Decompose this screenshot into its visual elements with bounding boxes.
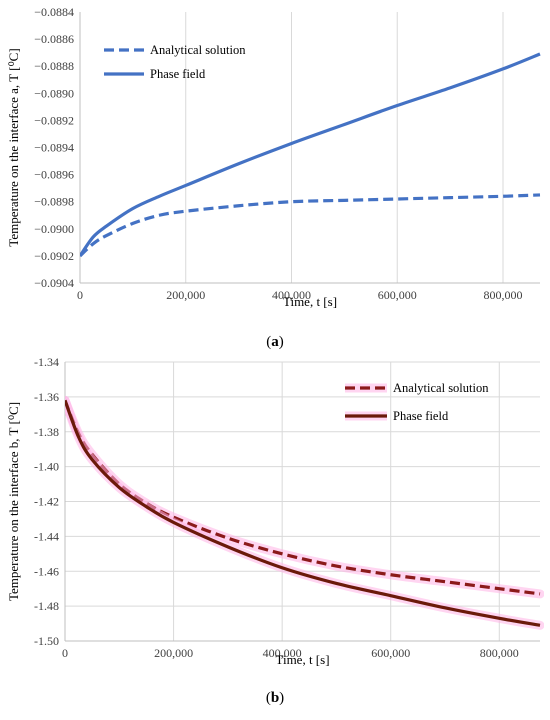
chart-a-y-tick-label: −0.0904 [34,276,74,290]
chart-a-y-axis-label: Temperature on the interface a, T [⁰C] [6,48,21,246]
chart-a-y-tick-label: −0.0898 [34,195,74,209]
chart-b-legend-label: Analytical solution [393,381,489,395]
chart-a-x-tick-label: 0 [77,288,83,302]
chart-a-y-tick-label: −0.0902 [34,249,74,263]
chart-a-legend-label: Analytical solution [150,43,246,57]
chart-a-y-tick-label: −0.0890 [34,86,74,100]
chart-a-y-tick-label: −0.0888 [34,59,74,73]
chart-panel-a: −0.0884 −0.0886 −0.0888 −0.0890 −0.0892 −0.08… [6,5,541,350]
chart-a-x-axis-label: Time, t [s] [283,294,337,309]
chart-b-y-tick-label: -1.40 [34,460,59,474]
chart-b-y-tick-label: -1.34 [34,355,59,369]
chart-a-y-tick-label: −0.0884 [34,5,74,19]
chart-a-caption: (a) [266,334,284,350]
chart-b-x-tick-label: 800,000 [480,646,519,660]
chart-a-series-analytical [80,193,541,258]
chart-a-series-phase-field [80,52,541,257]
chart-b-y-tick-label: -1.42 [34,495,59,509]
chart-a-y-tick-label: −0.0886 [34,32,74,46]
chart-b-y-tick-label: -1.36 [34,390,59,404]
chart-a-legend-label: Phase field [150,67,206,81]
chart-b-legend-label: Phase field [393,409,449,423]
chart-b-y-tick-label: -1.48 [34,599,59,613]
chart-a-x-tick-label: 400,000 [272,288,311,302]
chart-b-y-tick-label: -1.50 [34,634,59,648]
chart-b-x-tick-label: 400,000 [263,646,302,660]
chart-b-x-tick-label: 600,000 [371,646,410,660]
chart-a-x-tick-label: 200,000 [166,288,205,302]
chart-a-x-tick-label: 800,000 [483,288,522,302]
chart-a-x-tick-label: 600,000 [378,288,417,302]
chart-b-x-tick-label: 200,000 [154,646,193,660]
chart-panel-b: -1.34 -1.36 -1.38 -1.40 -1.42 -1.44 -1.46 -1.48… [6,355,544,706]
chart-b-x-axis-label: Time, t [s] [275,652,329,667]
chart-a-y-tick-label: −0.0894 [34,141,74,155]
chart-b-x-tick-label: 0 [62,646,68,660]
chart-a-y-tick-label: −0.0900 [34,222,74,236]
chart-b-series-phase-field [65,399,541,627]
chart-b-caption: (b) [266,690,284,706]
chart-b-y-tick-label: -1.44 [34,529,59,543]
chart-b-y-tick-label: -1.38 [34,425,59,439]
chart-a-y-tick-label: −0.0896 [34,168,74,182]
chart-b-y-tick-label: -1.46 [34,564,59,578]
chart-a-y-tick-label: −0.0892 [34,113,74,127]
chart-b-y-axis-label: Temperature on the interface b, T [⁰C] [6,402,21,601]
